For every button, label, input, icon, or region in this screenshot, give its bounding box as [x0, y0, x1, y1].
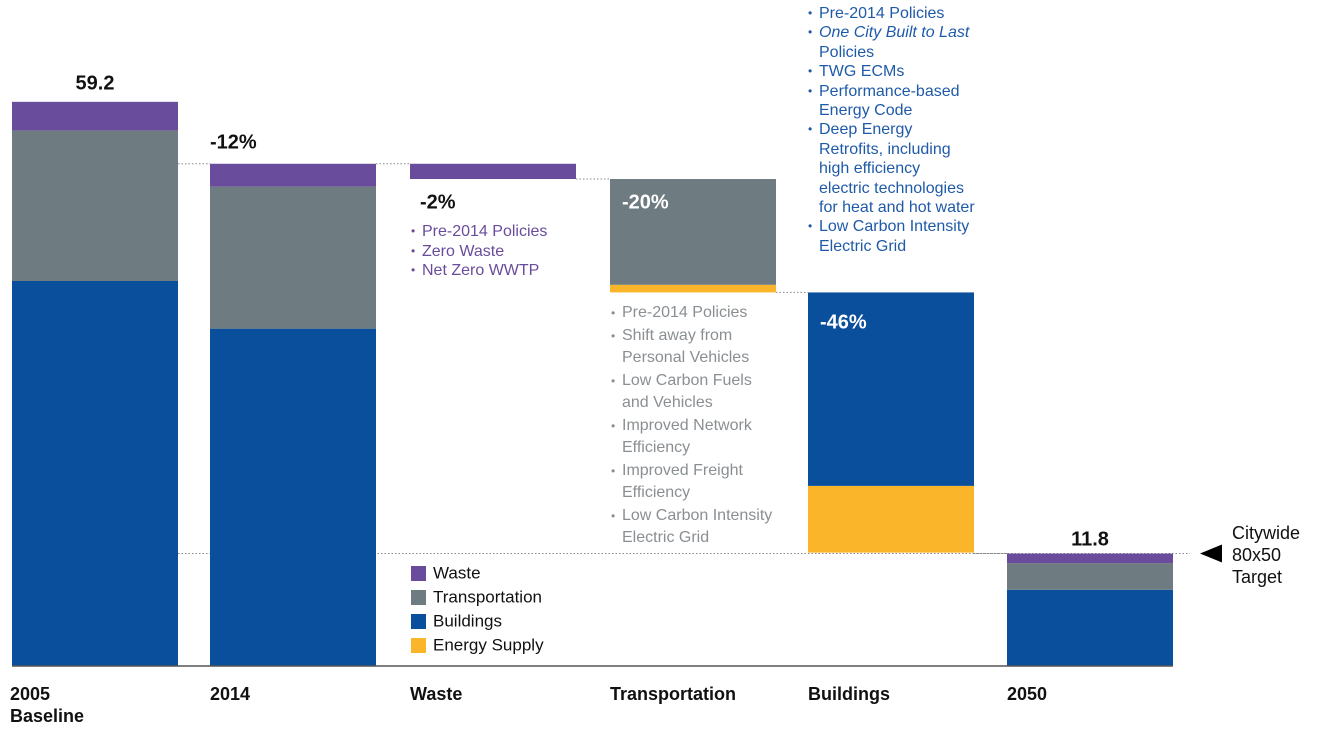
bar-segment: [12, 130, 178, 281]
bar-segment: [610, 284, 776, 293]
measure-text: Efficiency: [622, 439, 691, 456]
legend-label: Energy Supply: [433, 635, 544, 654]
legend-swatch: [411, 566, 426, 581]
measure-text: Low Carbon Fuels: [622, 371, 752, 389]
measure-item: Pre-2014 Policies: [808, 4, 975, 24]
target-label: Citywide 80x50 Target: [1232, 523, 1301, 587]
bar-segment: [1007, 563, 1173, 590]
measure-text: Low Carbon Intensity: [622, 506, 773, 524]
x-category-label: Transportation: [610, 684, 737, 704]
measure-item: Improved Network Efficiency: [611, 415, 772, 460]
target-arrow: [1200, 544, 1222, 563]
measure-item: Low Carbon Intensity Electric Grid: [611, 505, 772, 550]
x-category-label: 2050: [1007, 684, 1048, 704]
measure-list: Pre-2014 Policies Zero Waste Net Zero WWTP: [411, 222, 547, 281]
measure-text: Energy Code: [819, 102, 913, 120]
measure-text: TWG ECMs: [819, 63, 905, 81]
measure-item: Pre-2014 Policies: [411, 222, 547, 242]
bar-segment: [1007, 553, 1173, 564]
measure-text: Electric Grid: [819, 237, 907, 255]
bar-segment: [808, 292, 974, 486]
bar-segment: [210, 186, 376, 329]
measure-text: for heat and hot water: [819, 199, 975, 217]
measure-text: Shift away from: [622, 326, 733, 344]
measure-list: Pre-2014 Policies Shift away from Personal…: [611, 302, 772, 550]
x-category-label: Buildings: [808, 684, 890, 704]
measure-text: Net Zero WWTP: [422, 262, 540, 280]
measure-item: Improved Freight Efficiency: [611, 460, 772, 505]
measure-text: Improved Network: [622, 416, 752, 434]
bar-segment: [210, 163, 376, 187]
measure-text: Pre-2014 Policies: [422, 223, 548, 240]
measure-text: Efficiency: [622, 484, 691, 501]
legend-swatch: [411, 590, 426, 605]
bar-label: 11.8: [1071, 528, 1109, 550]
measure-text: Improved Freight: [622, 461, 743, 479]
measure-text: Pre-2014 Policies: [819, 5, 945, 22]
measure-text: high efficiency: [819, 160, 921, 178]
measure-list: Pre-2014 PoliciesOne City Built to LastP…: [808, 4, 975, 256]
x-category-label: 2014: [210, 684, 251, 704]
legend-swatch: [411, 614, 426, 629]
legend-label: Waste: [433, 563, 481, 582]
measure-item: Performance-based Energy Code: [808, 82, 975, 121]
measure-text: Electric Grid: [622, 529, 710, 546]
measure-text: Personal Vehicles: [622, 349, 750, 366]
x-category-label: Waste: [410, 684, 463, 704]
legend-label: Buildings: [433, 611, 502, 630]
bar-segment: [808, 485, 974, 553]
measure-text: Retrofits, including: [819, 140, 951, 158]
measure-text: Deep Energy: [819, 121, 913, 139]
measure-item: Shift away from Personal Vehicles: [611, 325, 772, 370]
bar-label: -12%: [210, 131, 257, 153]
legend-swatch: [411, 638, 426, 653]
measure-item: Pre-2014 Policies: [611, 302, 772, 325]
bar-label: -2%: [420, 191, 456, 213]
measure-text: Policies: [819, 43, 875, 61]
measure-item: Net Zero WWTP: [411, 261, 547, 281]
measure-text: Low Carbon Intensity: [819, 218, 970, 236]
bar-segment: [1007, 589, 1173, 666]
measure-text: Performance-based: [819, 82, 960, 100]
measure-item: Low Carbon Fuels and Vehicles: [611, 370, 772, 415]
measure-text: Zero Waste: [422, 242, 505, 260]
bar-segment: [610, 179, 776, 285]
bar-segment: [410, 163, 576, 180]
measure-text: electric technologies: [819, 179, 964, 197]
measure-item: Zero Waste: [411, 242, 547, 262]
bar-label: -46%: [820, 311, 867, 333]
bar-segment: [12, 101, 178, 131]
bar-label: 59.2: [76, 72, 115, 94]
measure-text: Pre-2014 Policies: [622, 304, 748, 321]
bar-segment: [210, 328, 376, 666]
measure-text: One City Built to Last: [819, 24, 970, 42]
bar-segment: [12, 280, 178, 666]
measure-text: and Vehicles: [622, 394, 713, 411]
measure-item: TWG ECMs: [808, 62, 975, 82]
legend-label: Transportation: [433, 587, 542, 606]
x-category-label: 2005 Baseline: [10, 684, 85, 726]
bar-label: -20%: [622, 191, 669, 213]
